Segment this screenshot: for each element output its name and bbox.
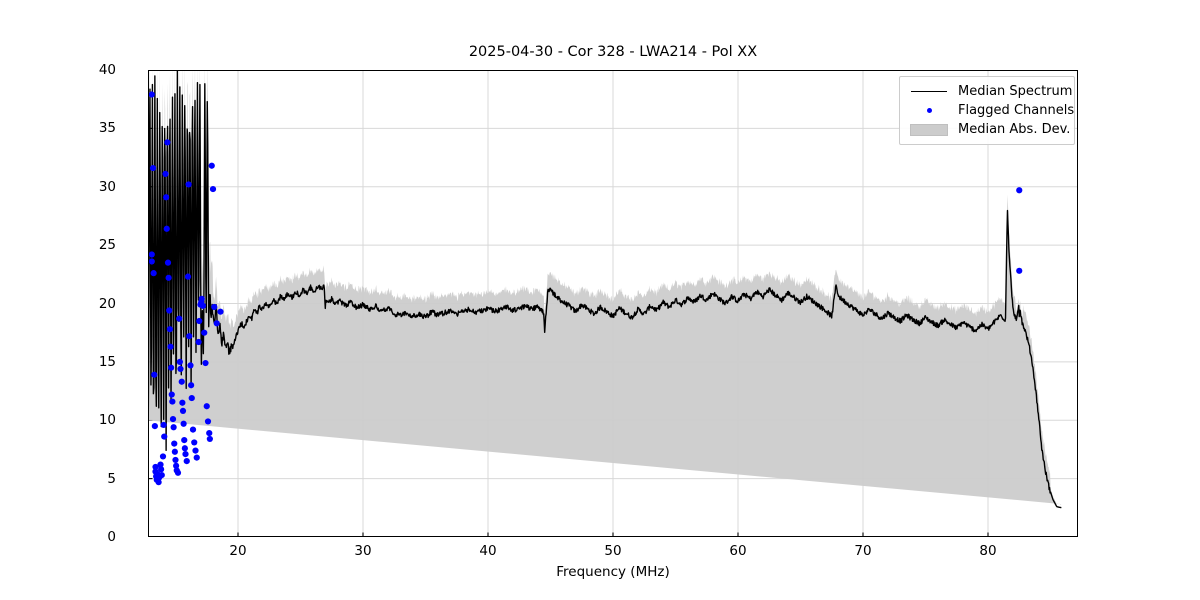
- spectrum-plot: [148, 70, 1078, 537]
- flagged-channels-scatter: [148, 91, 1023, 486]
- x-tick-label: 60: [729, 543, 747, 559]
- legend-item-median-spectrum: Median Spectrum: [908, 82, 1072, 101]
- x-tick-label: 70: [854, 543, 872, 559]
- legend-label: Median Abs. Dev.: [958, 122, 1071, 137]
- x-tick-label: 80: [979, 543, 997, 559]
- x-tick-label: 50: [604, 543, 622, 559]
- line-swatch-icon: [908, 85, 950, 99]
- y-tick-label: 30: [98, 178, 116, 195]
- legend-label: Flagged Channels: [958, 103, 1075, 118]
- x-axis-label: Frequency (MHz): [556, 564, 670, 580]
- page-title: 2025-04-30 - Cor 328 - LWA214 - Pol XX: [468, 44, 758, 60]
- dot-swatch-icon: [908, 104, 950, 118]
- x-tick-label: 40: [479, 543, 497, 559]
- x-tick-label: 20: [229, 543, 247, 559]
- patch-swatch-icon: [908, 123, 950, 137]
- y-tick-label: 15: [98, 353, 116, 370]
- median-spectrum-line: [148, 70, 1062, 509]
- y-tick-label: 40: [98, 62, 116, 78]
- y-tick-label: 25: [98, 237, 116, 254]
- legend-box: Median Spectrum Flagged Channels Median …: [899, 76, 1075, 145]
- y-tick-label: 20: [98, 295, 116, 312]
- legend-item-median-abs-dev: Median Abs. Dev.: [908, 120, 1070, 139]
- y-tick-label: 10: [98, 412, 116, 429]
- median-abs-dev-band: [148, 70, 1062, 505]
- y-tick-label: 5: [107, 470, 116, 487]
- y-tick-label: 0: [107, 529, 116, 545]
- x-tick-label: 30: [354, 543, 372, 559]
- legend-label: Median Spectrum: [958, 84, 1073, 99]
- legend-item-flagged-channels: Flagged Channels: [908, 101, 1074, 120]
- y-tick-label: 35: [98, 120, 116, 137]
